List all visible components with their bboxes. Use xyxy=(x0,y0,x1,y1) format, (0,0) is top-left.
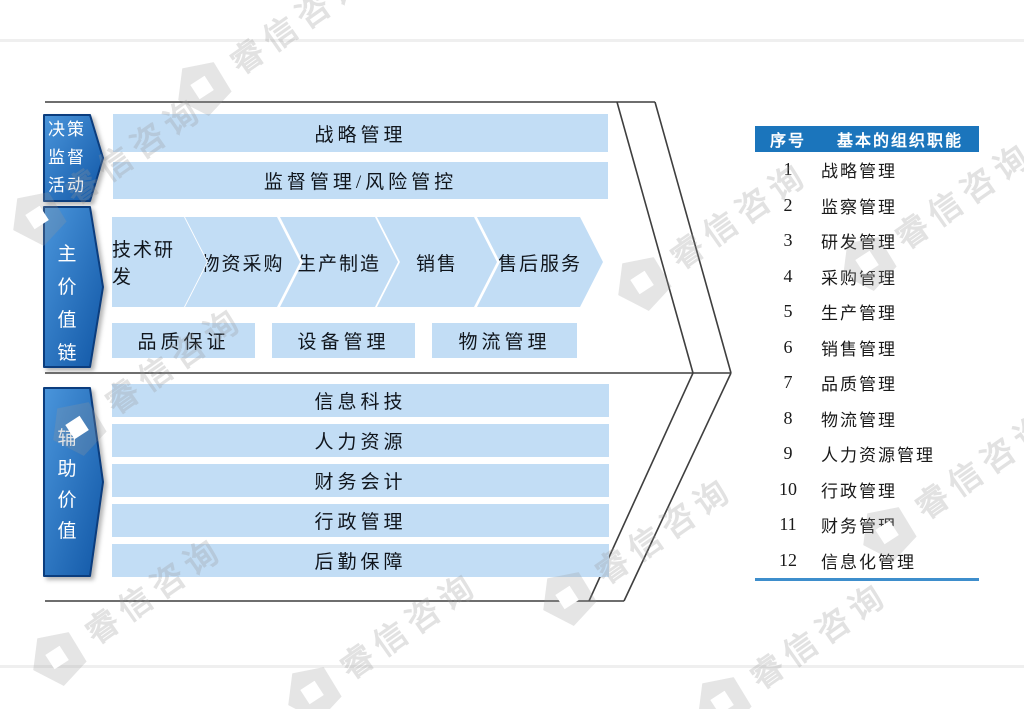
row-func: 研发管理 xyxy=(821,233,897,253)
row-num: 4 xyxy=(783,265,793,286)
table-row: 5 生产管理 xyxy=(755,294,979,330)
chevron-procurement: 物资采购 xyxy=(185,217,300,307)
table-row: 6 销售管理 xyxy=(755,330,979,366)
strategy-management-bar: 战略管理 xyxy=(113,114,608,152)
hr-bar: 人力资源 xyxy=(112,424,609,457)
auxiliary-label-char: 价 xyxy=(57,490,77,511)
table-row: 8 物流管理 xyxy=(755,401,979,437)
table-row: 1 战略管理 xyxy=(755,152,979,188)
outline-top-inner-diagonal xyxy=(616,101,694,374)
primary-section-label: 主 价 值 链 xyxy=(43,238,91,370)
logistics-support-bar: 后勤保障 xyxy=(112,544,609,577)
equipment-management-bar: 设备管理 xyxy=(272,323,415,358)
top-rule xyxy=(0,39,1024,42)
row-func: 财务管理 xyxy=(821,517,897,537)
row-num: 1 xyxy=(783,159,793,180)
table-underline xyxy=(755,578,979,581)
decision-label-line: 监督 xyxy=(48,148,86,167)
table-row: 7 品质管理 xyxy=(755,365,979,401)
row-num: 5 xyxy=(783,301,793,322)
row-num: 10 xyxy=(779,478,797,499)
primary-chevron-row: 技术研发 物资采购 生产制造 销售 售后服务 xyxy=(112,217,627,307)
table-header-func: 基本的组织职能 xyxy=(836,133,963,150)
row-num: 12 xyxy=(779,549,797,570)
row-func: 生产管理 xyxy=(821,304,897,324)
row-func: 战略管理 xyxy=(821,162,897,182)
table-row: 3 研发管理 xyxy=(755,223,979,259)
row-func: 采购管理 xyxy=(821,268,897,288)
outline-bottom-outer-diagonal xyxy=(623,372,732,602)
table-row: 11 财务管理 xyxy=(755,507,979,543)
primary-label-char: 价 xyxy=(57,277,77,298)
primary-label-char: 链 xyxy=(57,343,77,364)
functions-table-header: 序号 基本的组织职能 xyxy=(755,126,979,152)
bottom-rule xyxy=(0,665,1024,668)
row-num: 9 xyxy=(783,443,793,464)
auxiliary-label-char: 助 xyxy=(57,459,77,480)
primary-label-char: 值 xyxy=(57,310,77,331)
it-bar: 信息科技 xyxy=(112,384,609,417)
table-row: 4 采购管理 xyxy=(755,259,979,295)
primary-pentagon xyxy=(43,206,104,368)
row-func: 行政管理 xyxy=(821,481,897,501)
row-func: 信息化管理 xyxy=(821,552,916,572)
table-row: 9 人力资源管理 xyxy=(755,436,979,472)
admin-bar: 行政管理 xyxy=(112,504,609,537)
row-func: 监察管理 xyxy=(821,197,897,217)
finance-bar: 财务会计 xyxy=(112,464,609,497)
row-func: 销售管理 xyxy=(821,339,897,359)
table-header-num: 序号 xyxy=(769,133,806,150)
supervision-risk-bar: 监督管理/风险管控 xyxy=(113,162,608,199)
table-row: 10 行政管理 xyxy=(755,472,979,508)
auxiliary-section-label: 辅 助 价 值 xyxy=(43,423,91,547)
row-num: 11 xyxy=(779,514,797,535)
logistics-management-bar: 物流管理 xyxy=(432,323,577,358)
decision-label-line: 活动 xyxy=(48,176,86,195)
primary-label-char: 主 xyxy=(57,244,77,265)
table-row: 2 监察管理 xyxy=(755,188,979,224)
auxiliary-pentagon xyxy=(43,387,104,577)
table-row: 12 信息化管理 xyxy=(755,543,979,579)
auxiliary-label-char: 辅 xyxy=(57,428,77,449)
decision-section-label: 决策 监督 活动 xyxy=(43,116,91,200)
row-num: 6 xyxy=(783,336,793,357)
row-func: 品质管理 xyxy=(821,375,897,395)
row-num: 3 xyxy=(783,230,793,251)
auxiliary-label-char: 值 xyxy=(57,521,77,542)
decision-label-line: 决策 xyxy=(48,120,86,139)
row-num: 7 xyxy=(783,372,793,393)
row-num: 8 xyxy=(783,407,793,428)
row-func: 人力资源管理 xyxy=(821,446,935,466)
quality-assurance-bar: 品质保证 xyxy=(112,323,255,358)
row-num: 2 xyxy=(783,194,793,215)
functions-table: 1 战略管理 2 监察管理 3 研发管理 4 采购管理 5 生产管理 6 销售管理 7 品质管… xyxy=(755,152,979,578)
chevron-tech-rd: 技术研发 xyxy=(112,217,207,307)
row-func: 物流管理 xyxy=(821,410,897,430)
decision-pentagon xyxy=(43,114,104,202)
outline-top-outer-diagonal xyxy=(654,101,732,374)
